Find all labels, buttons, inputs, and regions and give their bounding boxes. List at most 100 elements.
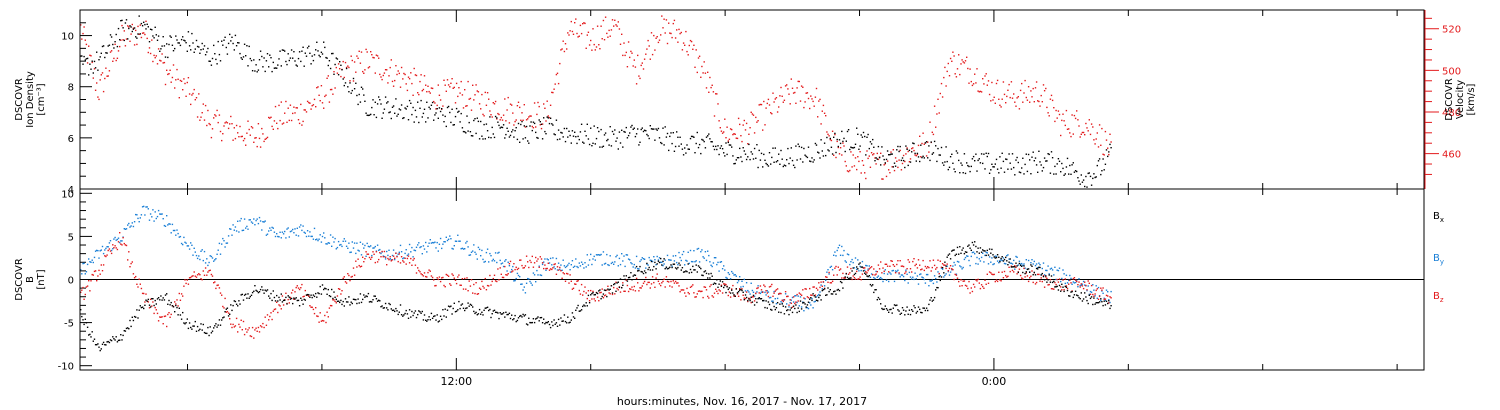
velocity-series-point — [631, 52, 633, 54]
density-series-point — [280, 65, 282, 67]
by-series-point — [1088, 293, 1090, 296]
velocity-series-point — [475, 84, 477, 86]
velocity-series-point — [615, 24, 617, 26]
bz-series-point — [572, 287, 575, 289]
velocity-series-point — [1042, 84, 1045, 86]
by-series-point — [521, 283, 523, 285]
velocity-series-point — [629, 56, 631, 59]
bz-series-point — [262, 322, 264, 325]
density-series-point — [946, 160, 948, 163]
density-series-point — [567, 136, 569, 138]
density-series-point — [591, 145, 593, 147]
by-series-point — [281, 231, 284, 233]
density-series-point — [89, 63, 91, 65]
by-series-point — [198, 255, 200, 257]
velocity-series-point — [257, 123, 260, 125]
density-series-point — [1098, 158, 1101, 160]
bz-series-point — [709, 285, 711, 288]
density-series-point — [789, 157, 791, 159]
density-series-point — [1105, 149, 1108, 151]
by-series-point — [365, 255, 367, 257]
by-series-point — [391, 254, 394, 257]
density-series-point — [239, 52, 241, 55]
bz-series-point — [844, 277, 846, 279]
density-series-point — [676, 131, 678, 133]
bx-series-point — [852, 267, 854, 269]
velocity-series-point — [570, 20, 572, 23]
density-series-point — [630, 126, 632, 128]
density-series-point — [657, 127, 660, 130]
bx-series-point — [578, 310, 580, 312]
density-series-point — [502, 124, 505, 126]
density-series-point — [110, 36, 113, 38]
density-series-point — [639, 141, 641, 143]
by-series-point — [969, 264, 971, 267]
bz-series-point — [575, 283, 577, 285]
velocity-series-point — [1110, 141, 1112, 143]
by-series-point — [756, 291, 758, 293]
bz-series-point — [271, 318, 273, 321]
by-series-point — [407, 253, 410, 255]
velocity-series-point — [184, 82, 186, 85]
density-series-point — [588, 143, 591, 146]
bx-series-point — [821, 289, 823, 292]
density-series-point — [304, 52, 306, 54]
bz-series-point — [538, 266, 540, 268]
bz-series-point — [86, 285, 89, 287]
by-series-point — [559, 268, 561, 271]
bx-series-point — [618, 286, 621, 289]
bx-series-point — [145, 299, 147, 301]
bx-series-point — [562, 320, 564, 322]
by-series-point — [582, 263, 584, 265]
bx-series-point — [222, 317, 224, 319]
density-series-point — [929, 159, 931, 162]
bx-series-point — [566, 322, 568, 324]
bx-series-point — [396, 310, 398, 312]
by-series-point — [172, 229, 175, 232]
velocity-series-point — [684, 44, 686, 46]
density-series-point — [802, 161, 804, 163]
by-series-point — [992, 263, 994, 266]
bx-series-point — [611, 292, 614, 294]
bx-series-point — [543, 318, 545, 320]
density-series-point — [122, 27, 124, 29]
density-series-point — [96, 51, 98, 53]
bx-series-point — [486, 306, 489, 308]
density-series-point — [975, 153, 977, 155]
velocity-series-point — [174, 87, 176, 89]
density-series-point — [1017, 161, 1019, 164]
velocity-series-point — [909, 158, 912, 160]
bx-series-point — [941, 267, 944, 269]
bx-series-point — [975, 245, 977, 248]
by-series-point — [80, 269, 82, 271]
bz-series-point — [373, 253, 375, 255]
velocity-series-point — [846, 170, 849, 172]
by-series-point — [836, 249, 838, 252]
by-series-point — [802, 301, 804, 303]
density-series-point — [382, 112, 384, 114]
velocity-series-point — [539, 124, 541, 126]
velocity-series-point — [249, 134, 251, 136]
bx-series-point — [227, 315, 230, 317]
by-series-point — [493, 260, 496, 262]
bz-series-point — [723, 283, 725, 285]
density-series-point — [391, 106, 394, 108]
density-series-point — [883, 158, 885, 161]
density-series-point — [803, 147, 805, 150]
velocity-series-point — [144, 33, 146, 36]
density-series-point — [732, 155, 734, 157]
density-series-point — [750, 151, 752, 153]
velocity-series-point — [415, 74, 418, 77]
bx-series-point — [88, 334, 90, 336]
velocity-series-point — [442, 105, 444, 107]
bz-series-point — [860, 279, 862, 281]
velocity-series-point — [311, 105, 313, 107]
by-series-point — [290, 230, 293, 232]
by-series-point — [1093, 289, 1095, 291]
bx-series-point — [990, 252, 992, 254]
bx-series-point — [1082, 298, 1085, 300]
by-series-point — [218, 242, 221, 245]
by-series-point — [986, 252, 988, 254]
by-series-point — [227, 235, 230, 237]
density-series-point — [475, 132, 477, 135]
